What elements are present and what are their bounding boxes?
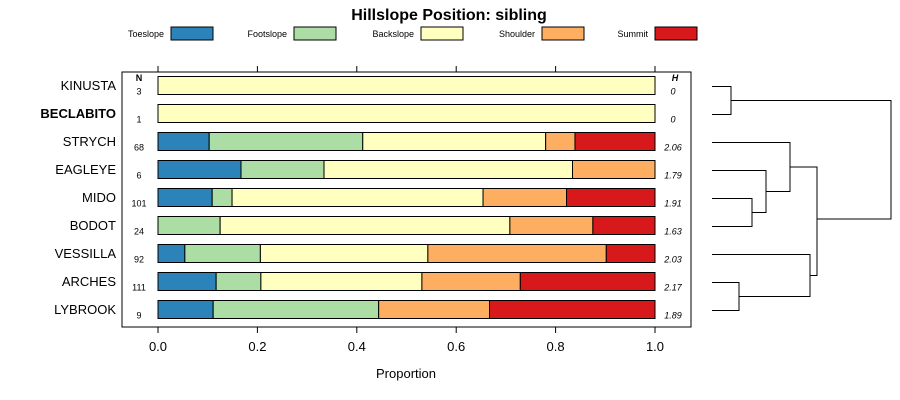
x-tick-label: 0.6 [447, 339, 465, 354]
bar-segment-strych-summit [574, 132, 656, 151]
n-value-strych: 68 [134, 143, 144, 153]
h-value-arches: 2.17 [663, 283, 683, 293]
bar-segment-arches-toeslope [157, 272, 217, 291]
row-label-vessilla: VESSILLA [55, 246, 117, 261]
n-value-kinusta: 3 [136, 87, 141, 97]
n-value-arches: 111 [132, 283, 146, 293]
x-tick-label: 0.2 [248, 339, 266, 354]
dendrogram-branch-2 [712, 170, 767, 213]
legend-label-footslope: Footslope [247, 29, 287, 39]
row-label-arches: ARCHES [62, 274, 117, 289]
legend-swatch-toeslope [170, 26, 214, 41]
h-value-mido: 1.91 [664, 199, 682, 209]
bar-segment-vessilla-shoulder [427, 244, 607, 263]
bar-segment-bodot-shoulder [509, 216, 594, 235]
legend-swatch-shoulder [541, 26, 585, 41]
dendrogram-branch-4 [712, 282, 740, 311]
legend-label-backslope: Backslope [372, 29, 414, 39]
dendrogram-branch-6 [790, 166, 818, 276]
bar-segment-eagleye-backslope [323, 160, 573, 179]
legend-swatch-summit [654, 26, 698, 41]
bar-segment-mido-shoulder [482, 188, 568, 207]
dendrogram-branch-3 [712, 142, 791, 192]
bar-segment-arches-summit [519, 272, 656, 291]
row-label-bodot: BODOT [70, 218, 116, 233]
bar-segment-vessilla-backslope [259, 244, 429, 263]
h-value-lybrook: 1.89 [664, 311, 682, 321]
bar-segment-bodot-backslope [219, 216, 511, 235]
bar-segment-mido-footslope [211, 188, 233, 207]
bar-segment-lybrook-toeslope [157, 300, 214, 319]
n-value-lybrook: 9 [136, 311, 141, 321]
bar-segment-mido-backslope [231, 188, 484, 207]
n-value-bodot: 24 [134, 227, 144, 237]
x-tick-label: 0.8 [547, 339, 565, 354]
h-value-kinusta: 0 [670, 87, 675, 97]
x-tick-label: 1.0 [646, 339, 664, 354]
h-value-strych: 2.06 [663, 143, 682, 153]
n-value-eagleye: 6 [136, 171, 141, 181]
bar-segment-lybrook-footslope [212, 300, 380, 319]
bar-segment-beclabito-backslope [157, 104, 656, 123]
bar-segment-bodot-summit [592, 216, 656, 235]
x-tick-label: 0.0 [149, 339, 167, 354]
dendrogram-branch-5 [712, 254, 811, 297]
legend-label-toeslope: Toeslope [128, 29, 164, 39]
bar-segment-vessilla-toeslope [157, 244, 186, 263]
bar-segment-vessilla-footslope [184, 244, 261, 263]
n-value-beclabito: 1 [136, 115, 141, 125]
x-axis: 0.0 0.2 0.4 0.6 0.8 1.0 [149, 66, 664, 354]
legend-swatch-backslope [420, 26, 464, 41]
bar-segment-lybrook-shoulder [378, 300, 490, 319]
n-value-vessilla: 92 [134, 255, 144, 265]
bar-segment-eagleye-toeslope [157, 160, 242, 179]
h-value-vessilla: 2.03 [663, 255, 682, 265]
bar-segment-arches-footslope [215, 272, 262, 291]
dendrogram-branch-7 [731, 100, 892, 220]
bar-segment-vessilla-summit [605, 244, 656, 263]
dendrogram [712, 86, 892, 311]
dendrogram-branch-0 [712, 86, 732, 115]
h-column-header: H [672, 73, 679, 83]
n-column-header: N [136, 73, 143, 83]
n-value-mido: 101 [131, 199, 146, 209]
bars-group [157, 76, 656, 319]
row-label-eagleye: EAGLEYE [55, 162, 116, 177]
row-label-kinusta: KINUSTA [61, 78, 117, 93]
row-label-strych: STRYCH [63, 134, 116, 149]
chart-title: Hillslope Position: sibling [351, 7, 547, 24]
bar-segment-strych-shoulder [545, 132, 576, 151]
row-labels: KINUSTA 3 0 BECLABITO 1 0 STRYCH 68 2.06 EAGLEYE 6… [40, 78, 682, 321]
legend: Toeslope Footslope Backslope Shoulder Summit [128, 26, 698, 41]
x-axis-title: Proportion [376, 366, 436, 381]
h-value-eagleye: 1.79 [664, 171, 682, 181]
row-label-beclabito: BECLABITO [40, 106, 116, 121]
bar-segment-mido-toeslope [157, 188, 213, 207]
bar-segment-bodot-footslope [157, 216, 221, 235]
bar-segment-eagleye-shoulder [571, 160, 656, 179]
bar-segment-kinusta-backslope [157, 76, 656, 95]
bar-segment-strych-toeslope [157, 132, 210, 151]
dendrogram-branch-1 [712, 198, 753, 227]
legend-swatch-footslope [293, 26, 337, 41]
legend-label-summit: Summit [617, 29, 648, 39]
bar-segment-strych-footslope [208, 132, 364, 151]
h-value-beclabito: 0 [670, 115, 675, 125]
legend-label-shoulder: Shoulder [499, 29, 535, 39]
bar-segment-arches-shoulder [421, 272, 521, 291]
h-value-bodot: 1.63 [664, 227, 682, 237]
bar-segment-mido-summit [566, 188, 656, 207]
bar-segment-lybrook-summit [488, 300, 656, 319]
row-label-mido: MIDO [82, 190, 116, 205]
x-tick-label: 0.4 [348, 339, 366, 354]
bar-segment-strych-backslope [362, 132, 547, 151]
bar-segment-arches-backslope [260, 272, 423, 291]
row-label-lybrook: LYBROOK [54, 302, 116, 317]
bar-segment-eagleye-footslope [240, 160, 325, 179]
plot-frame [121, 71, 692, 328]
